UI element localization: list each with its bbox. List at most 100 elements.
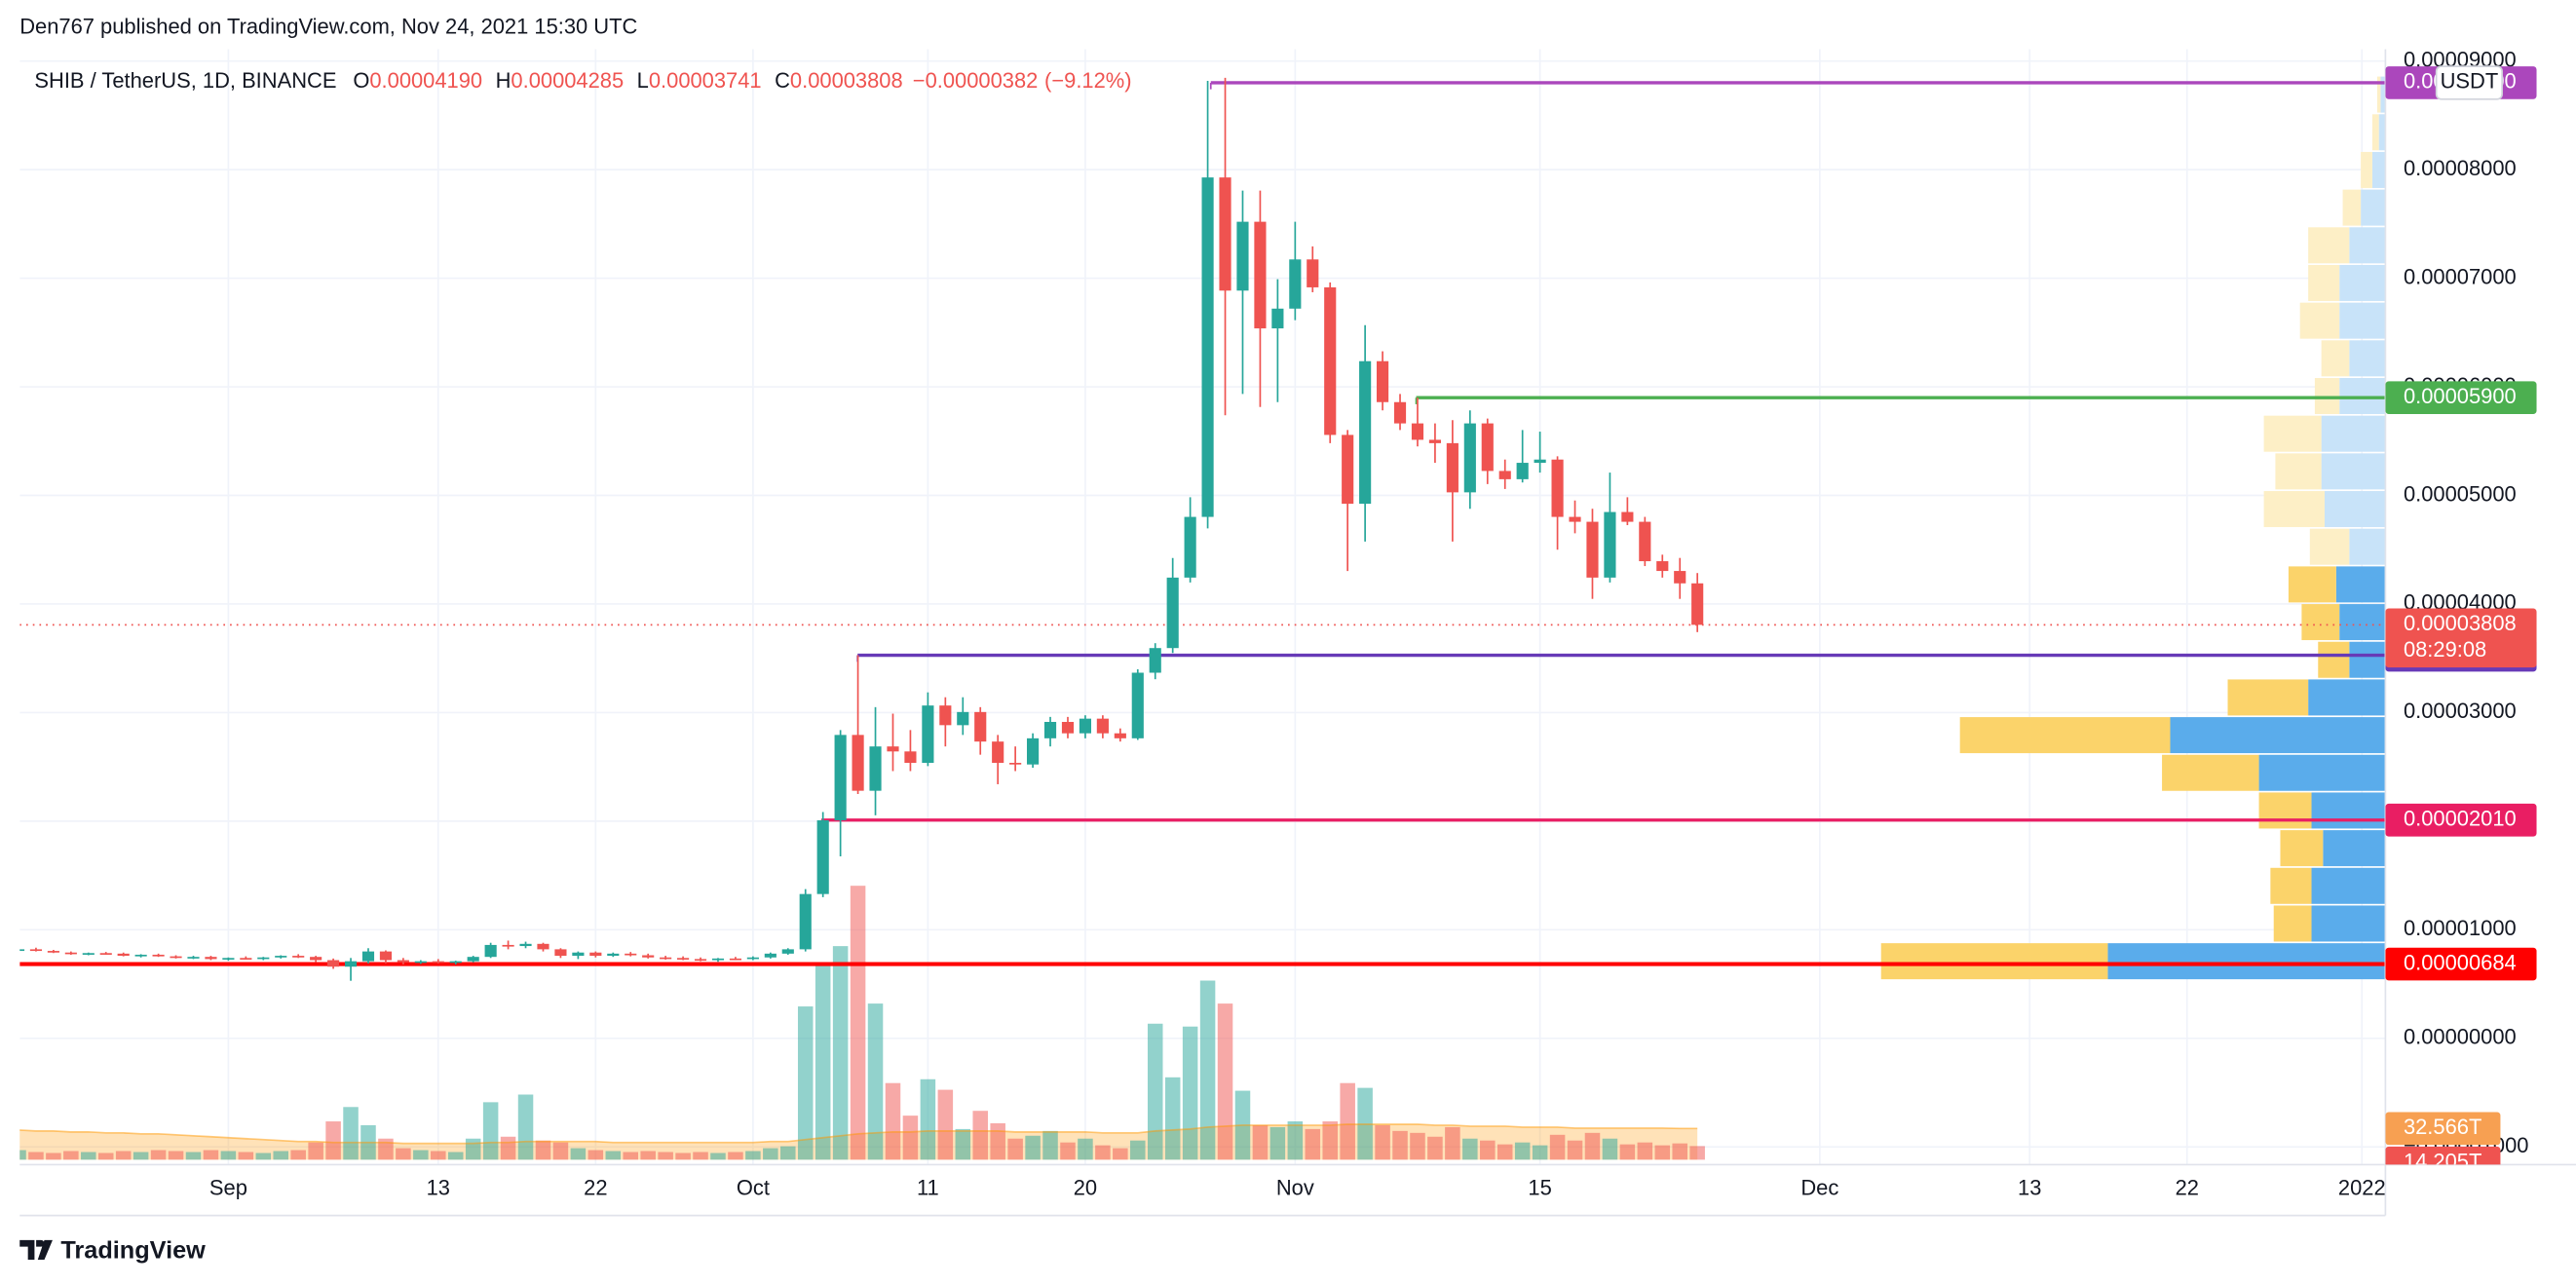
candle-body bbox=[764, 953, 777, 958]
volume-bar bbox=[1584, 1132, 1601, 1160]
candle-body bbox=[1061, 721, 1075, 734]
candle-body bbox=[834, 735, 847, 820]
candle-body bbox=[519, 943, 532, 947]
candle-body bbox=[1324, 286, 1337, 435]
volume-bar bbox=[1602, 1138, 1618, 1160]
volume-bar bbox=[728, 1152, 743, 1160]
x-tick-label: Dec bbox=[1800, 1175, 1838, 1199]
candle-body bbox=[852, 735, 864, 791]
candle-body bbox=[974, 711, 987, 742]
profile-down bbox=[2301, 604, 2340, 641]
volume-bar bbox=[1654, 1145, 1671, 1160]
candle-body bbox=[1149, 648, 1161, 673]
volume-bar bbox=[1480, 1140, 1496, 1160]
volume-bar bbox=[500, 1136, 516, 1160]
candle-body bbox=[957, 711, 969, 726]
candle-body bbox=[292, 956, 305, 958]
legend-key: C bbox=[775, 68, 790, 93]
candle-body bbox=[904, 751, 917, 764]
level-badge bbox=[2385, 381, 2537, 415]
profile-down bbox=[2321, 340, 2350, 377]
candle-body bbox=[1446, 442, 1458, 493]
candle-body bbox=[257, 957, 270, 960]
volume-bar bbox=[832, 946, 849, 1160]
candle-body bbox=[660, 957, 672, 960]
candle-body bbox=[1463, 423, 1476, 493]
candle-body bbox=[240, 958, 252, 960]
candle-body bbox=[449, 961, 462, 964]
volume-bar bbox=[325, 1121, 341, 1160]
volume-bar bbox=[972, 1111, 988, 1160]
candle-body bbox=[939, 705, 952, 726]
volume-bar bbox=[1130, 1140, 1146, 1160]
candle-body bbox=[1307, 259, 1319, 287]
candle-body bbox=[746, 957, 759, 960]
x-tick-label: 15 bbox=[1528, 1175, 1551, 1199]
candle-body bbox=[1534, 459, 1546, 464]
volume-bar bbox=[1375, 1124, 1390, 1160]
profile-down bbox=[2273, 905, 2312, 942]
volume-bar bbox=[867, 1003, 884, 1160]
volume-bar bbox=[1252, 1124, 1269, 1160]
byline: Den767 published on TradingView.com, Nov… bbox=[19, 14, 637, 38]
level-badge bbox=[2385, 947, 2537, 981]
profile-down bbox=[2308, 264, 2340, 301]
candle-body bbox=[1481, 423, 1494, 472]
profile-up bbox=[2380, 76, 2386, 113]
profile-down bbox=[2318, 641, 2350, 678]
profile-down bbox=[2258, 792, 2312, 829]
volume-bar bbox=[535, 1140, 551, 1160]
volume-ma-badge-label: 32.566T bbox=[2404, 1115, 2481, 1139]
candle-body bbox=[887, 746, 899, 752]
y-tick-label: 0.00008000 bbox=[2404, 156, 2517, 180]
candle-body bbox=[1027, 738, 1040, 765]
candle-body bbox=[414, 961, 427, 964]
volume-bar bbox=[920, 1078, 936, 1160]
volume-bar bbox=[273, 1151, 288, 1160]
volume-bar bbox=[675, 1153, 691, 1160]
volume-bar bbox=[693, 1152, 708, 1160]
volume-bar bbox=[1567, 1140, 1583, 1160]
volume-bar bbox=[63, 1151, 79, 1160]
volume-bar bbox=[1060, 1142, 1076, 1160]
y-tick-label: 0.00007000 bbox=[2404, 264, 2517, 288]
candles bbox=[19, 77, 1704, 981]
volume-bar bbox=[482, 1102, 499, 1160]
candle-body bbox=[1428, 439, 1442, 443]
candle-body bbox=[19, 949, 25, 952]
y-axis: −0.000010000.000000000.000010000.0000200… bbox=[2385, 50, 2537, 1165]
volume-bar bbox=[780, 1146, 796, 1160]
candle-body bbox=[222, 958, 235, 960]
profile-up bbox=[2311, 905, 2386, 942]
volume-bar bbox=[1672, 1143, 1687, 1160]
volume-badge bbox=[2385, 1146, 2501, 1165]
candle-body bbox=[484, 944, 497, 958]
candle-body bbox=[1096, 718, 1109, 734]
level-badge-label: 0.00000684 bbox=[2404, 950, 2517, 974]
candle-body bbox=[1498, 471, 1511, 479]
candle-body bbox=[1166, 577, 1179, 649]
profile-up bbox=[2323, 830, 2386, 867]
volume-bar bbox=[797, 1006, 814, 1160]
profile-down bbox=[2275, 453, 2322, 490]
volume-bar bbox=[1689, 1146, 1705, 1160]
candle-body bbox=[29, 949, 43, 952]
volume-bar bbox=[46, 1153, 61, 1160]
volume-bar bbox=[1340, 1082, 1355, 1160]
profile-up bbox=[2349, 340, 2386, 377]
levels bbox=[19, 81, 2386, 966]
profile-up bbox=[2335, 566, 2386, 603]
volume-bar bbox=[658, 1152, 673, 1160]
volume-bar bbox=[814, 962, 831, 1160]
volume-bar bbox=[396, 1148, 411, 1160]
volume-bar bbox=[1164, 1077, 1181, 1160]
volume-bar bbox=[850, 886, 866, 1160]
candle-body bbox=[64, 952, 77, 955]
countdown: 08:29:08 bbox=[2404, 637, 2486, 662]
candle-body bbox=[1271, 308, 1284, 329]
symbol: SHIB / TetherUS, 1D, BINANCE bbox=[34, 68, 336, 93]
volume-ma-badge bbox=[2385, 1112, 2501, 1146]
candle-body bbox=[1114, 733, 1126, 738]
